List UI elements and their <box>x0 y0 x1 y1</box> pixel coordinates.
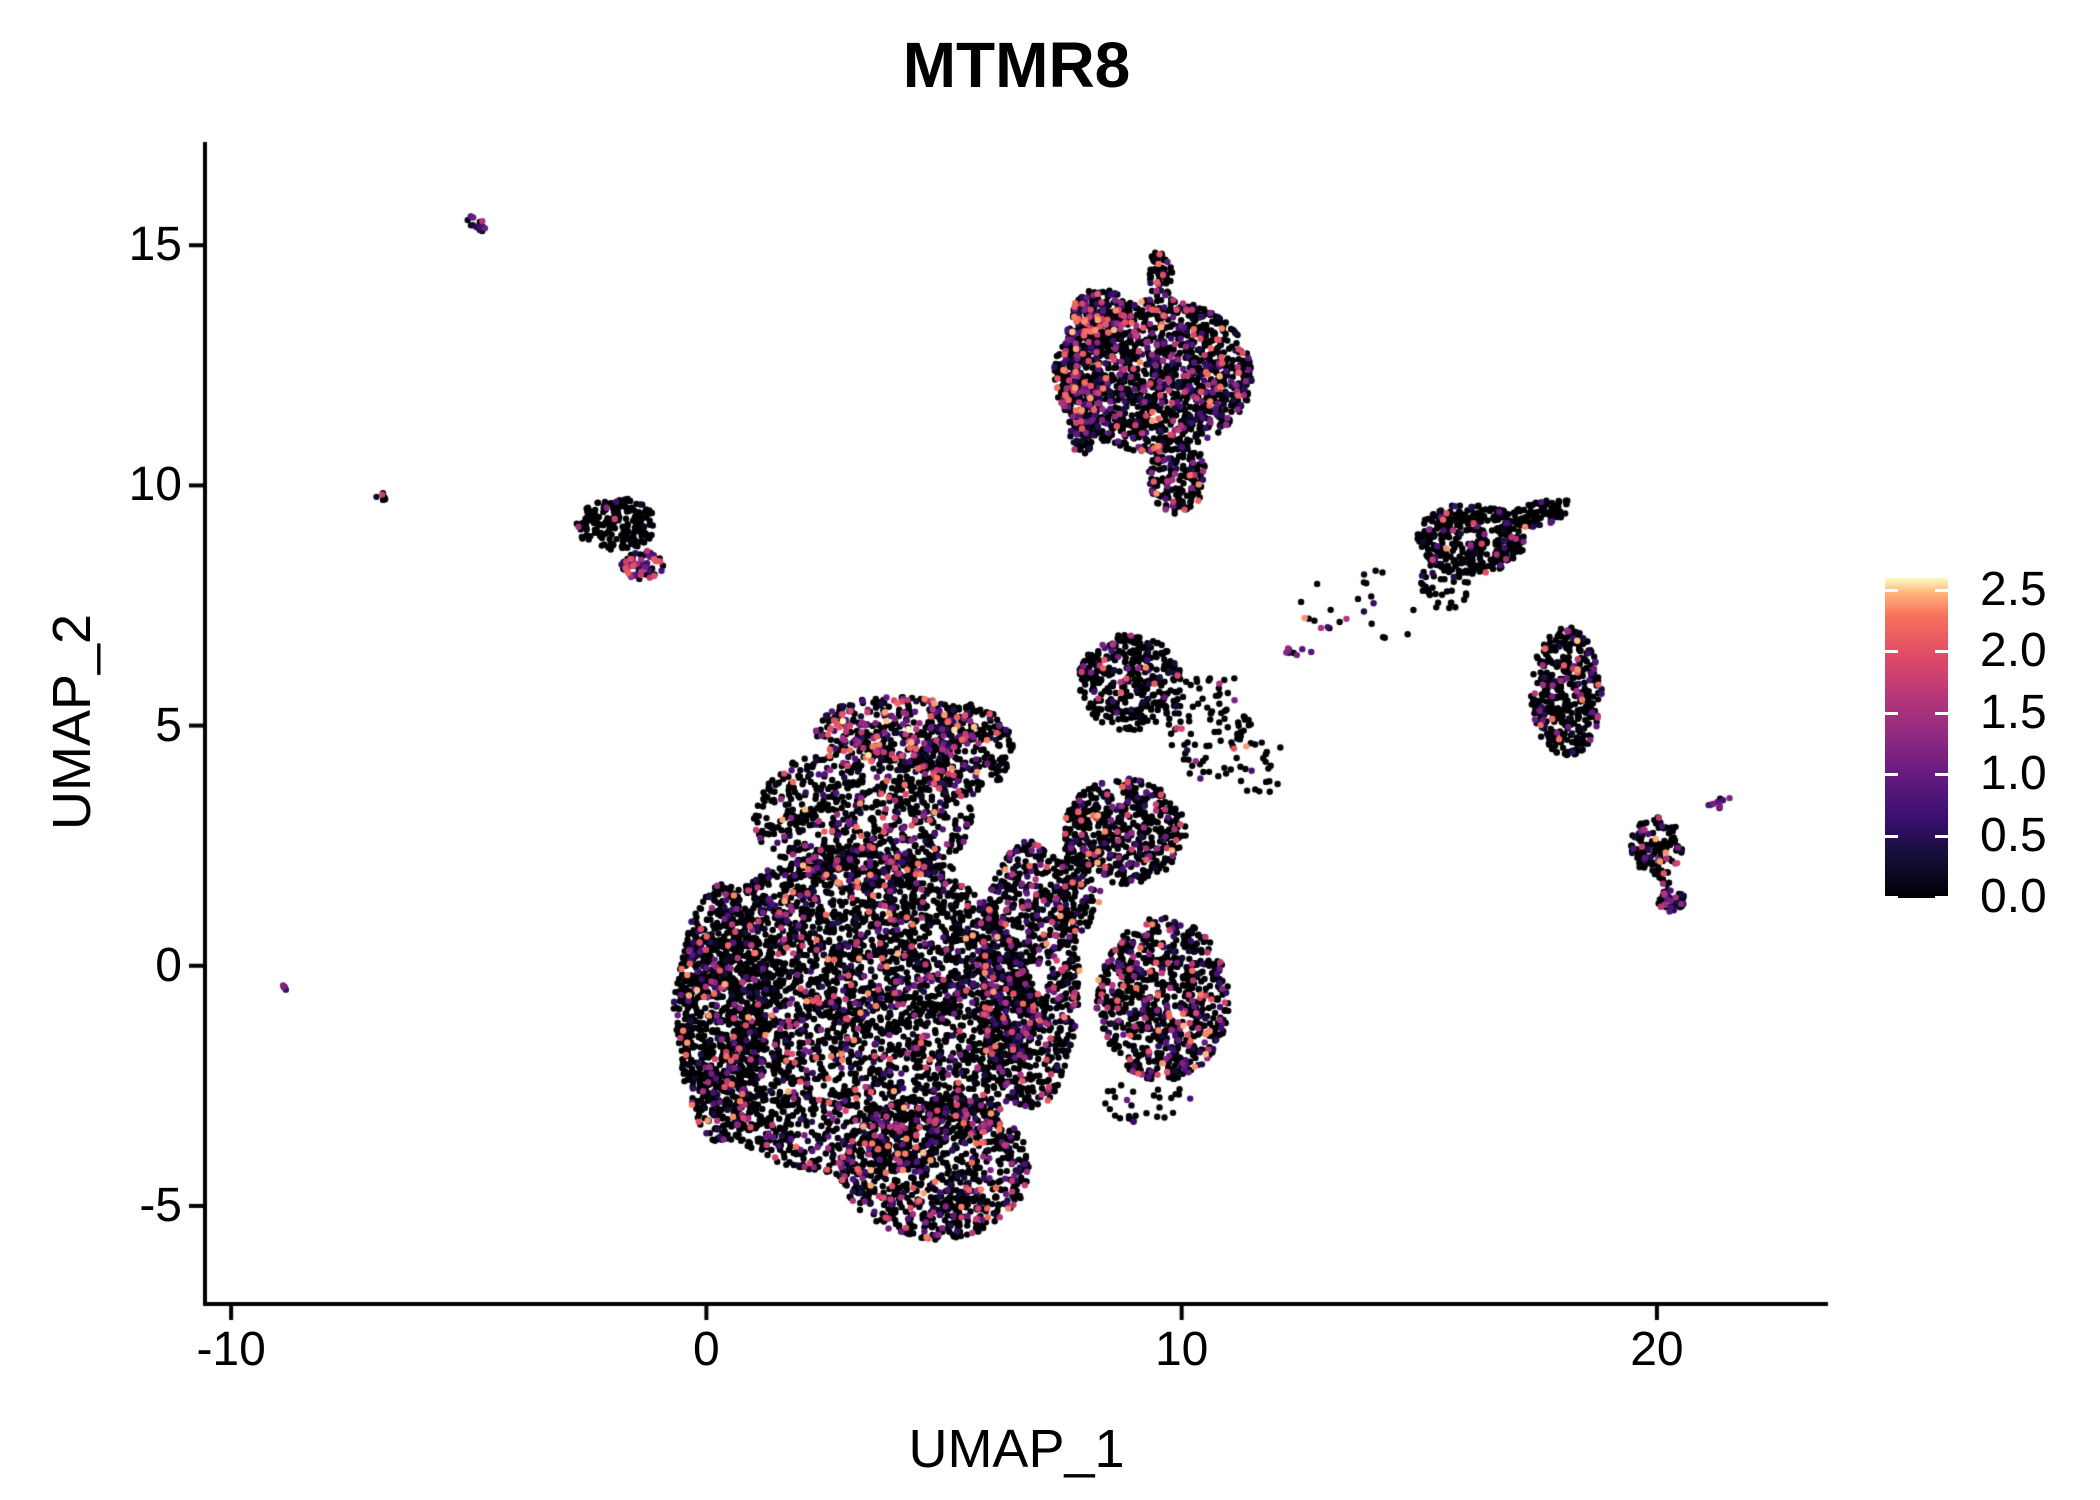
legend-tick-mark <box>1935 650 1948 653</box>
x-tick-label: 20 <box>1630 1323 1684 1376</box>
x-tick-label: 0 <box>693 1323 720 1376</box>
legend-tick-mark <box>1885 650 1898 653</box>
y-tick-label: 5 <box>155 698 182 752</box>
x-tick-label: -10 <box>196 1323 266 1376</box>
legend-colorbar <box>1885 578 1948 898</box>
legend-tick-mark <box>1885 834 1898 838</box>
y-tick-label: 0 <box>155 938 182 992</box>
legend-tick-label: 1.0 <box>1980 747 2047 800</box>
y-tick-label: 10 <box>128 458 182 512</box>
y-tick-label: -5 <box>139 1178 182 1232</box>
legend-tick-label: 2.5 <box>1980 562 2047 616</box>
legend-tick-label: 1.5 <box>1980 685 2047 739</box>
plot-title: MTMR8 <box>902 29 1131 101</box>
legend-tick-label: 0.5 <box>1980 808 2047 862</box>
x-axis-label: UMAP_1 <box>908 1419 1125 1479</box>
x-tick-label: 10 <box>1154 1323 1209 1376</box>
legend-tick-label: 2.0 <box>1980 624 2047 677</box>
legend-tick-mark <box>1935 588 1948 592</box>
legend-tick-mark <box>1935 896 1948 899</box>
legend-tick-mark <box>1935 711 1948 715</box>
legend-tick-mark <box>1885 588 1898 592</box>
y-tick-label: 15 <box>128 218 182 272</box>
legend-tick-mark <box>1935 773 1948 776</box>
legend-tick-mark <box>1885 711 1898 715</box>
legend-tick-mark <box>1935 834 1948 838</box>
legend-tick-mark <box>1885 896 1898 899</box>
legend-tick-label: 0.0 <box>1980 870 2047 923</box>
legend-tick-mark <box>1885 773 1898 776</box>
